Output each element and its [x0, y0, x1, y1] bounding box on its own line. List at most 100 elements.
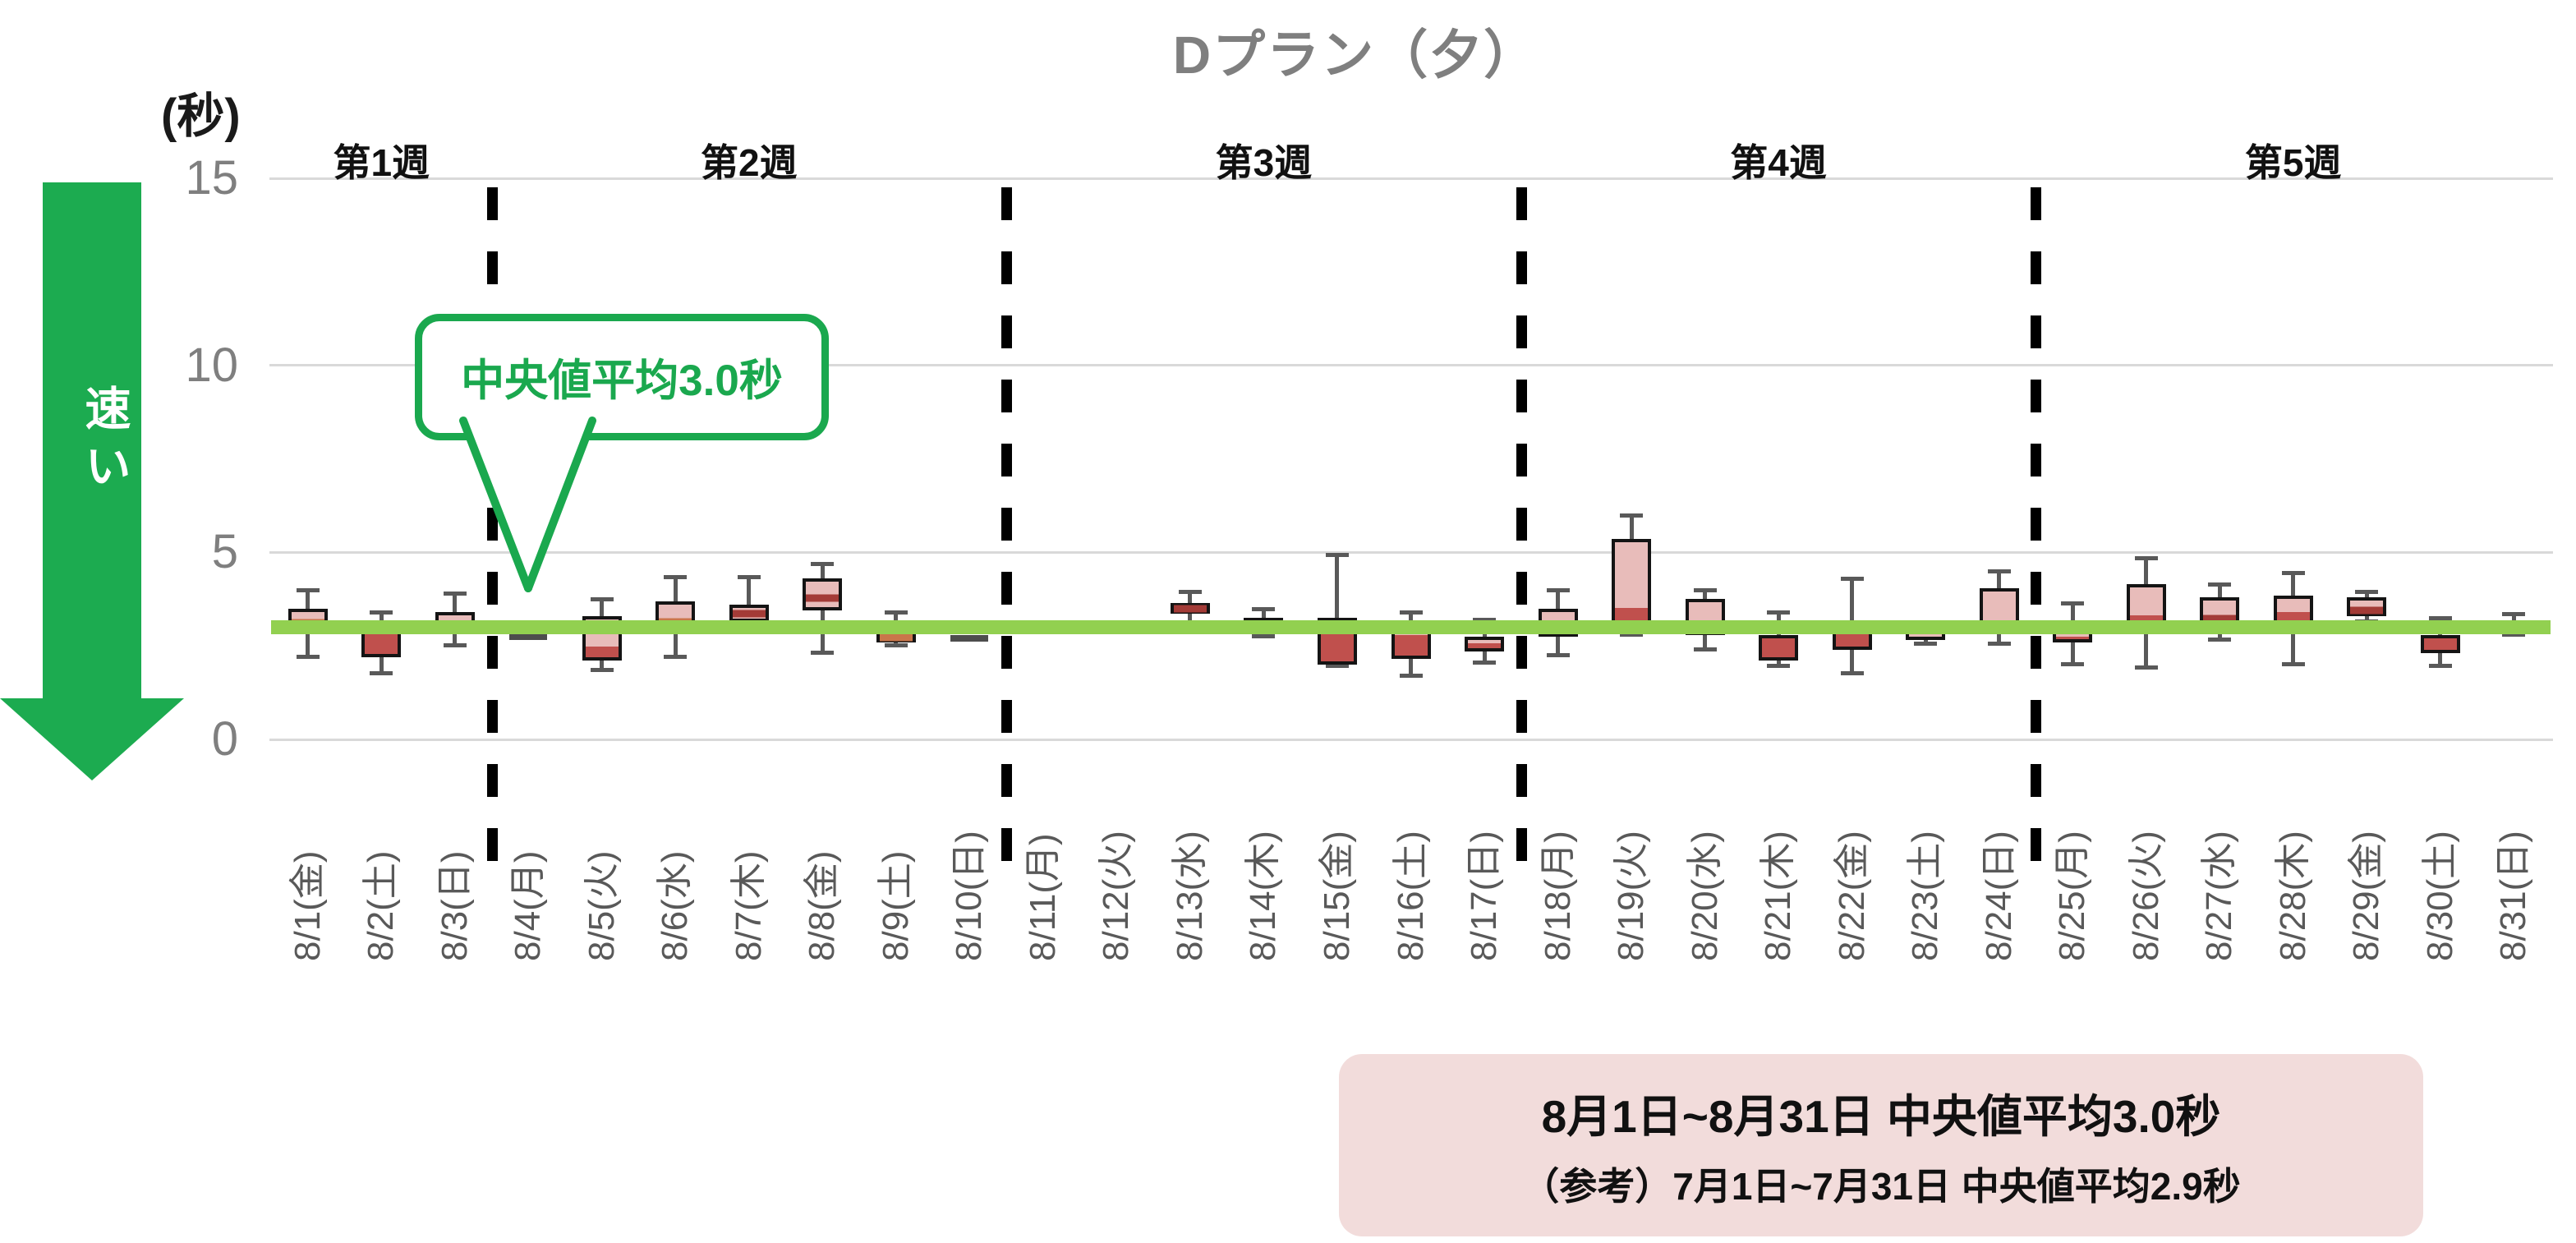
whisker-cap-bottom — [2208, 638, 2232, 642]
week-separator — [1516, 187, 1527, 887]
x-axis-date-label: 8/10(日) — [949, 831, 990, 961]
whisker-cap-bottom — [590, 667, 614, 672]
whisker-cap-top — [664, 574, 688, 579]
box-lower-segment — [1394, 635, 1428, 656]
whisker-cap-top — [1325, 552, 1349, 557]
box-plot-day — [1465, 636, 1505, 651]
x-axis-date-label: 8/12(火) — [1096, 831, 1137, 961]
whisker-cap-bottom — [296, 654, 320, 659]
whisker-cap-top — [443, 592, 467, 596]
whisker-cap-top — [811, 561, 835, 566]
median-marker — [732, 610, 766, 618]
whisker-cap-bottom — [1693, 647, 1717, 651]
x-axis-date-label: 8/1(金) — [287, 850, 328, 961]
x-axis-date-label: 8/19(火) — [1611, 831, 1652, 961]
week-separator — [486, 187, 498, 887]
x-axis-date-label: 8/16(土) — [1390, 831, 1431, 961]
chart-title: Dプラン（夕） — [1172, 25, 1539, 85]
whisker-cap-bottom — [1546, 652, 1570, 657]
x-axis-date-label: 8/3(日) — [434, 850, 475, 961]
whisker-cap-top — [2355, 590, 2379, 595]
whisker-cap-top — [370, 610, 393, 615]
flat-median-mark — [509, 633, 548, 640]
x-axis-date-label: 8/5(火) — [581, 850, 622, 961]
whisker-cap-bottom — [811, 651, 835, 656]
x-axis-date-label: 8/26(火) — [2125, 831, 2166, 961]
box-lower-segment — [1835, 632, 1869, 647]
box-lower-segment — [2056, 637, 2090, 639]
whisker-cap-bottom — [1987, 641, 2011, 646]
week-label: 第4週 — [1730, 141, 1827, 184]
whisker-cap-bottom — [1840, 671, 1864, 676]
week-separator — [1001, 187, 1013, 887]
fast-direction-arrow-head-icon — [0, 698, 184, 780]
x-axis-date-label: 8/21(木) — [1758, 831, 1799, 961]
box-plot-day — [2420, 634, 2460, 654]
whisker-cap-bottom — [1473, 660, 1497, 665]
box-plot-day — [1170, 602, 1210, 615]
whisker-cap-bottom — [2134, 665, 2158, 670]
whisker-cap-top — [1620, 513, 1644, 518]
whisker-cap-top — [1178, 590, 1202, 595]
x-axis-date-label: 8/25(月) — [2052, 831, 2093, 961]
y-axis-tick-10: 10 — [185, 338, 238, 392]
gridline-0 — [269, 738, 2553, 741]
median-marker — [1173, 605, 1207, 613]
x-axis-date-label: 8/14(木) — [1243, 831, 1284, 961]
box-plot-day — [803, 578, 843, 610]
week-label: 第3週 — [1215, 141, 1313, 184]
x-axis-date-label: 8/9(土) — [875, 850, 916, 961]
x-axis-date-label: 8/30(土) — [2419, 831, 2460, 961]
whisker-cap-top — [1546, 587, 1570, 592]
x-axis-date-label: 8/27(水) — [2199, 831, 2240, 961]
x-axis-date-label: 8/20(水) — [1684, 831, 1725, 961]
x-axis-date-label: 8/13(水) — [1169, 831, 1210, 961]
x-axis-date-label: 8/8(金) — [802, 850, 843, 961]
x-axis-date-label: 8/23(土) — [1905, 831, 1946, 961]
box-plot-day — [876, 633, 916, 642]
week-label: 第1週 — [333, 141, 430, 184]
median-average-callout: 中央値平均3.0秒 — [415, 314, 829, 440]
box-lower-segment — [1468, 642, 1502, 648]
flat-median-mark — [950, 635, 989, 642]
whisker-cap-bottom — [1325, 664, 1349, 669]
whisker-cap-top — [884, 610, 908, 615]
whisker-cap-top — [1473, 618, 1497, 623]
median-marker — [2203, 615, 2237, 623]
gridline-10 — [269, 364, 2553, 367]
whisker-cap-bottom — [1399, 673, 1423, 678]
x-axis-date-label: 8/15(金) — [1316, 831, 1357, 961]
gridline-15 — [269, 177, 2553, 180]
median-marker — [2350, 606, 2384, 615]
whisker-cap-top — [1399, 610, 1423, 615]
y-axis-tick-0: 0 — [211, 712, 238, 766]
monthly-summary-box: 8月1日~8月31日 中央値平均3.0秒 （参考）7月1日~7月31日 中央値平… — [1339, 1054, 2423, 1236]
whisker-cap-top — [2061, 601, 2085, 605]
whisker-cap-bottom — [1252, 633, 1276, 638]
box-lower-segment — [1320, 630, 1354, 661]
whisker-cap-top — [296, 587, 320, 592]
summary-previous-month: （参考）7月1日~7月31日 中央値平均2.9秒 — [1521, 1165, 2241, 1208]
whisker-cap-top — [1767, 610, 1791, 615]
whisker-cap-bottom — [1620, 632, 1644, 637]
whisker-cap-bottom — [2428, 664, 2452, 669]
whisker-cap-bottom — [884, 643, 908, 648]
whisker-cap-top — [590, 597, 614, 602]
whisker-cap-top — [1252, 606, 1276, 611]
week-label: 第5週 — [2244, 141, 2342, 184]
median-marker — [806, 594, 840, 602]
week-separator — [2031, 187, 2042, 887]
box-lower-segment — [2129, 615, 2163, 623]
box-plot-day — [2347, 596, 2387, 616]
box-lower-segment — [1615, 608, 1649, 620]
y-axis-unit-label: (秒) — [161, 90, 241, 143]
box-plot-day — [2126, 584, 2166, 626]
whisker — [747, 576, 752, 624]
x-axis-date-label: 8/28(木) — [2272, 831, 2313, 961]
whisker-cap-top — [1693, 587, 1717, 592]
whisker-cap-bottom — [443, 643, 467, 648]
x-axis-date-label: 8/6(水) — [655, 850, 696, 961]
whisker-cap-top — [2502, 612, 2526, 617]
median-average-callout-text: 中央値平均3.0秒 — [461, 357, 783, 405]
whisker-cap-top — [2281, 571, 2305, 576]
